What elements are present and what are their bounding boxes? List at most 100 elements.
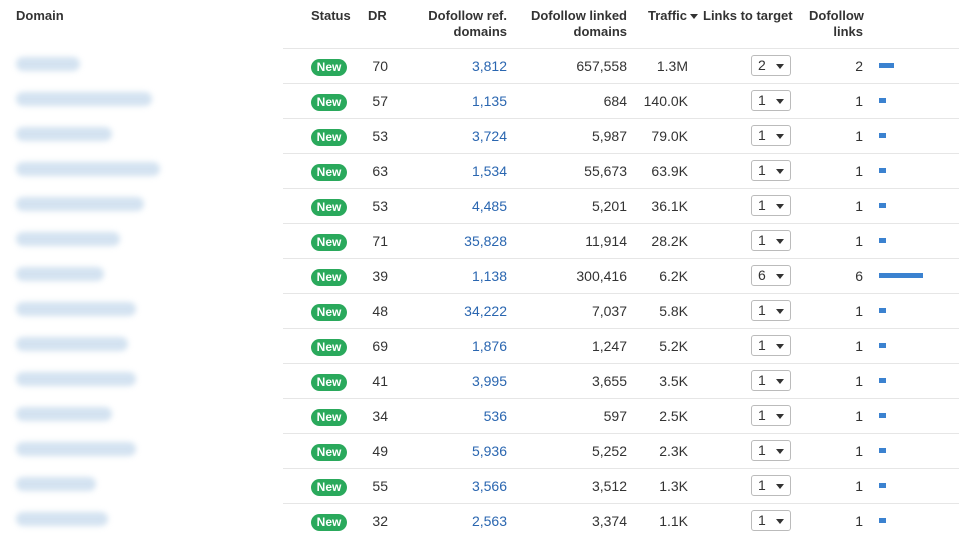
ref-domains-link[interactable]: 2,563 <box>471 513 507 529</box>
links-to-target-select[interactable]: 1 <box>751 405 791 426</box>
links-to-target-select[interactable]: 1 <box>751 510 791 531</box>
links-to-target-select[interactable]: 6 <box>751 265 791 286</box>
header-ref-domains-line2: domains <box>453 24 507 39</box>
header-linked-domains-line2: domains <box>573 24 627 39</box>
chevron-down-icon <box>776 344 784 349</box>
status-badge: New <box>311 129 347 146</box>
links-to-target-select[interactable]: 1 <box>751 230 791 251</box>
linked-domains-value: 5,252 <box>591 443 627 459</box>
links-to-target-value: 6 <box>758 267 766 283</box>
traffic-value: 2.5K <box>659 408 688 424</box>
chevron-down-icon <box>776 169 784 174</box>
ref-domains-link[interactable]: 1,534 <box>471 163 507 179</box>
links-to-target-value: 1 <box>758 477 766 493</box>
ref-domains-link[interactable]: 3,724 <box>471 128 507 144</box>
status-badge: New <box>311 444 347 461</box>
dr-value: 49 <box>372 443 388 459</box>
dr-value: 63 <box>372 163 388 179</box>
status-badge: New <box>311 59 347 76</box>
ref-domains-link[interactable]: 5,936 <box>471 443 507 459</box>
dr-value: 71 <box>372 233 388 249</box>
ref-domains-link[interactable]: 1,135 <box>471 93 507 109</box>
chevron-down-icon <box>776 449 784 454</box>
domain-link[interactable] <box>16 127 112 141</box>
header-dr[interactable]: DR <box>368 8 387 23</box>
dofollow-links-bar <box>879 133 886 138</box>
header-linked-domains-line1: Dofollow linked <box>530 8 627 23</box>
dr-value: 69 <box>372 338 388 354</box>
domain-link[interactable] <box>16 442 136 456</box>
ref-domains-link[interactable]: 35,828 <box>464 233 507 249</box>
linked-domains-value: 55,673 <box>584 163 627 179</box>
chevron-down-icon <box>776 309 784 314</box>
dofollow-links-bar <box>879 518 886 523</box>
links-to-target-value: 1 <box>758 442 766 458</box>
header-status[interactable]: Status <box>311 8 351 23</box>
domain-link[interactable] <box>16 197 144 211</box>
ref-domains-link[interactable]: 3,812 <box>471 58 507 74</box>
status-badge: New <box>311 374 347 391</box>
links-to-target-select[interactable]: 2 <box>751 55 791 76</box>
dofollow-links-value: 1 <box>855 478 863 494</box>
header-links-to-target[interactable]: Links to target <box>703 8 793 23</box>
dofollow-links-bar <box>879 448 886 453</box>
domain-link[interactable] <box>16 232 120 246</box>
ref-domains-link[interactable]: 536 <box>483 408 507 424</box>
domain-link[interactable] <box>16 407 112 421</box>
dofollow-links-value: 1 <box>855 163 863 179</box>
table-row: New 53 3,724 5,987 79.0K 1 1 <box>283 118 959 154</box>
dofollow-links-value: 1 <box>855 93 863 109</box>
domain-link[interactable] <box>16 92 152 106</box>
links-to-target-select[interactable]: 1 <box>751 370 791 391</box>
header-linked-domains[interactable]: Dofollow linked domains <box>520 8 627 40</box>
dr-value: 57 <box>372 93 388 109</box>
ref-domains-link[interactable]: 1,138 <box>471 268 507 284</box>
chevron-down-icon <box>776 484 784 489</box>
table-row: New 41 3,995 3,655 3.5K 1 1 <box>283 363 959 399</box>
sort-desc-icon <box>690 14 699 20</box>
ref-domains-link[interactable]: 3,566 <box>471 478 507 494</box>
links-to-target-select[interactable]: 1 <box>751 300 791 321</box>
domain-link[interactable] <box>16 267 104 281</box>
links-to-target-value: 1 <box>758 337 766 353</box>
domain-link[interactable] <box>16 337 128 351</box>
header-domain[interactable]: Domain <box>16 8 64 23</box>
links-to-target-select[interactable]: 1 <box>751 125 791 146</box>
domain-link[interactable] <box>16 477 96 491</box>
domain-link[interactable] <box>16 372 136 386</box>
status-badge: New <box>311 269 347 286</box>
dr-value: 55 <box>372 478 388 494</box>
backlinks-table: New 70 3,812 657,558 1.3M 2 2 New 57 1,135 684 140.… <box>283 48 959 538</box>
header-traffic[interactable]: Traffic <box>648 8 699 24</box>
domain-link[interactable] <box>16 57 80 71</box>
chevron-down-icon <box>776 239 784 244</box>
traffic-value: 28.2K <box>651 233 688 249</box>
links-to-target-value: 1 <box>758 407 766 423</box>
ref-domains-link[interactable]: 3,995 <box>471 373 507 389</box>
domain-link[interactable] <box>16 302 136 316</box>
links-to-target-select[interactable]: 1 <box>751 475 791 496</box>
linked-domains-value: 1,247 <box>591 338 627 354</box>
domain-link[interactable] <box>16 162 160 176</box>
traffic-value: 140.0K <box>643 93 688 109</box>
links-to-target-select[interactable]: 1 <box>751 335 791 356</box>
dr-value: 41 <box>372 373 388 389</box>
header-ref-domains[interactable]: Dofollow ref. domains <box>400 8 507 40</box>
table-row: New 63 1,534 55,673 63.9K 1 1 <box>283 153 959 189</box>
domain-link[interactable] <box>16 512 108 526</box>
links-to-target-select[interactable]: 1 <box>751 195 791 216</box>
table-row: New 34 536 597 2.5K 1 1 <box>283 398 959 434</box>
traffic-value: 3.5K <box>659 373 688 389</box>
ref-domains-link[interactable]: 1,876 <box>471 338 507 354</box>
dofollow-links-bar <box>879 203 886 208</box>
chevron-down-icon <box>776 379 784 384</box>
dofollow-links-value: 1 <box>855 338 863 354</box>
ref-domains-link[interactable]: 4,485 <box>471 198 507 214</box>
links-to-target-select[interactable]: 1 <box>751 440 791 461</box>
traffic-value: 63.9K <box>651 163 688 179</box>
links-to-target-select[interactable]: 1 <box>751 90 791 111</box>
links-to-target-select[interactable]: 1 <box>751 160 791 181</box>
header-dofollow-links[interactable]: Dofollow links <box>809 8 864 40</box>
ref-domains-link[interactable]: 34,222 <box>464 303 507 319</box>
header-traffic-label: Traffic <box>648 8 688 23</box>
